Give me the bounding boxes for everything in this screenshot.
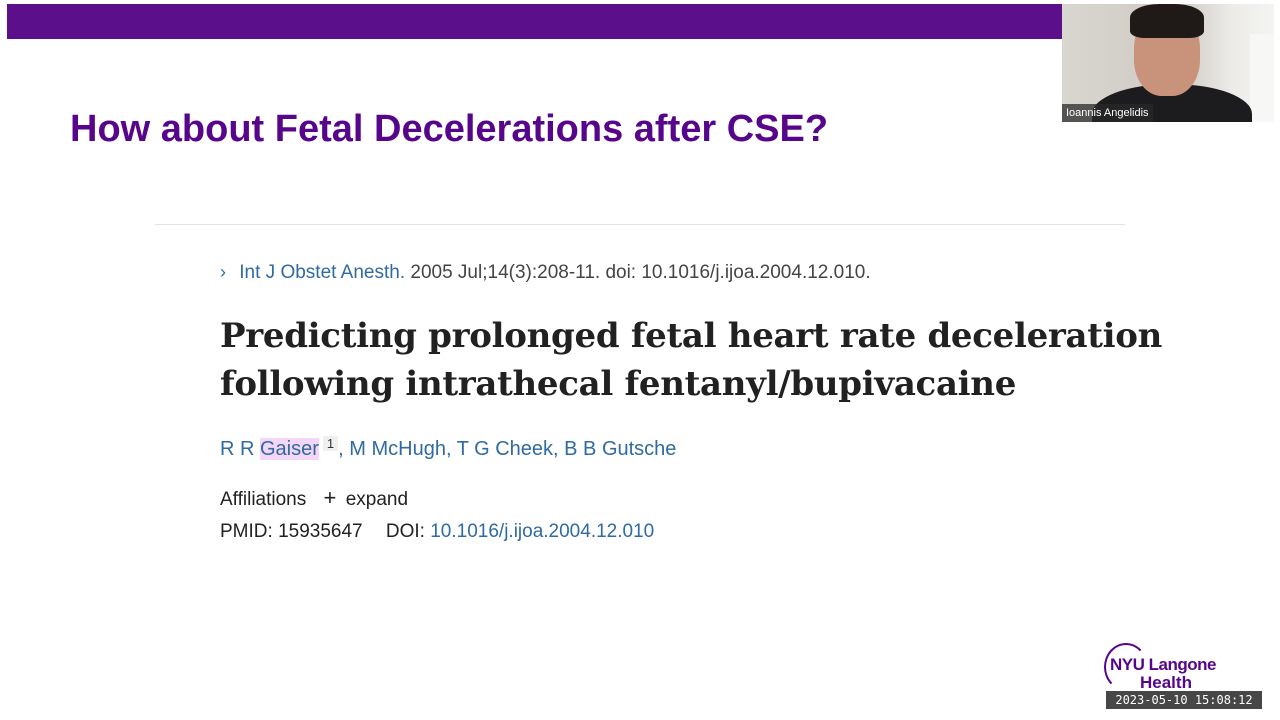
identifiers-row: PMID: 15935647 DOI: 10.1016/j.ijoa.2004.… (220, 521, 654, 543)
doi-label: DOI: (385, 521, 425, 542)
chevron-right-icon[interactable]: › (220, 262, 226, 282)
author-list: R R Gaiser 1, M McHugh, T G Cheek, B B Gu… (220, 436, 676, 461)
slide-title: How about Fetal Decelerations after CSE? (70, 108, 829, 150)
author-rest[interactable]: , M McHugh, T G Cheek, B B Gutsche (338, 438, 677, 460)
logo-arc-icon (1104, 643, 1148, 691)
journal-citation: › Int J Obstet Anesth. 2005 Jul;14(3):20… (220, 262, 871, 284)
plus-icon[interactable]: + (323, 485, 337, 510)
logo-line1: NYU Langone (1110, 655, 1216, 674)
pmid-value: 15935647 (278, 521, 363, 542)
author-first-prefix[interactable]: R R (220, 438, 260, 460)
affiliations-label: Affiliations (220, 489, 307, 510)
participant-video[interactable]: Ioannis Angelidis (1062, 4, 1274, 122)
divider (155, 224, 1125, 225)
nyu-langone-logo: NYU Langone Health (1104, 643, 1254, 692)
header-bar (7, 4, 1062, 39)
journal-link[interactable]: Int J Obstet Anesth. (239, 262, 406, 283)
background-shelf (1250, 34, 1274, 122)
affiliation-superscript[interactable]: 1 (322, 436, 339, 451)
affiliations-row: Affiliations + expand (220, 485, 408, 511)
doi-link[interactable]: 10.1016/j.ijoa.2004.12.010 (430, 521, 655, 542)
recording-timestamp: 2023-05-10 15:08:12 (1106, 691, 1262, 709)
citation-details: 2005 Jul;14(3):208-11. doi: 10.1016/j.ij… (410, 262, 871, 283)
participant-hair (1130, 4, 1204, 38)
article-title: Predicting prolonged fetal heart rate de… (220, 316, 1163, 404)
participant-name: Ioannis Angelidis (1062, 104, 1153, 122)
logo-line2: Health (1140, 673, 1192, 692)
expand-button[interactable]: expand (345, 489, 409, 510)
author-first-highlight[interactable]: Gaiser (260, 438, 319, 460)
pmid-label: PMID: (220, 521, 273, 542)
